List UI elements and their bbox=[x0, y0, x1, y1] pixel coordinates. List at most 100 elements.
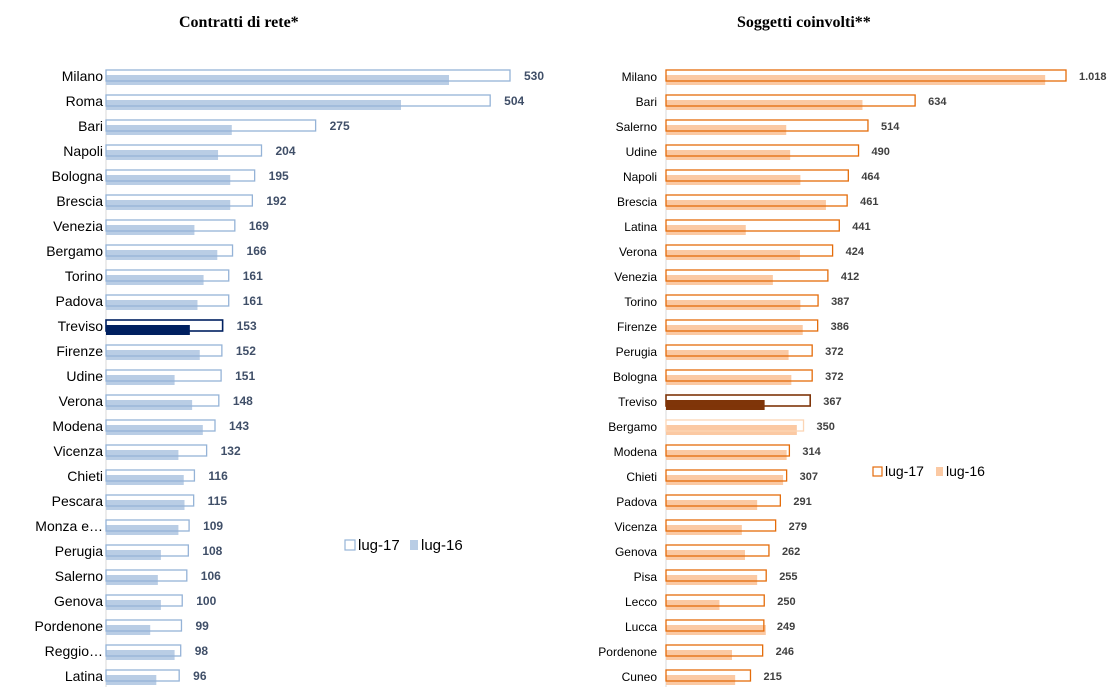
chart1-value-label: 132 bbox=[221, 444, 241, 458]
chart1-bar-lug16 bbox=[106, 475, 184, 485]
chart2-value-label: 424 bbox=[846, 246, 865, 258]
chart2-bar-lug17 bbox=[665, 644, 764, 657]
chart1-bar-lug17 bbox=[105, 269, 230, 282]
chart2-category-label: Genova bbox=[615, 545, 657, 559]
chart2-category-label: Treviso bbox=[618, 395, 657, 409]
chart2-bar-lug16 bbox=[666, 650, 733, 660]
chart2-value-label: 386 bbox=[831, 321, 849, 333]
chart1-value-label: 108 bbox=[202, 544, 222, 558]
chart2-category-label: Salerno bbox=[616, 120, 658, 134]
chart1-bar-lug16 bbox=[106, 75, 450, 85]
chart1-value-label: 161 bbox=[243, 269, 263, 283]
chart1-bar-lug16 bbox=[106, 125, 232, 135]
chart1-bar-lug16 bbox=[106, 650, 175, 660]
chart1-value-label: 148 bbox=[233, 394, 253, 408]
chart2-bar-lug17 bbox=[665, 69, 1067, 82]
chart2-bar-lug17 bbox=[665, 469, 788, 482]
chart1-category-label: Brescia bbox=[56, 193, 103, 209]
chart1-category-label: Pescara bbox=[52, 493, 104, 509]
chart2-bar-lug17 bbox=[665, 519, 777, 532]
chart1-bar-lug17 bbox=[105, 569, 188, 582]
chart2-bar-lug16 bbox=[666, 275, 773, 285]
chart2-value-label: 350 bbox=[817, 421, 835, 433]
chart1-legend-label-lug17: lug-17 bbox=[358, 537, 400, 554]
chart1-bar-lug17 bbox=[105, 494, 195, 507]
chart1-bar-lug17 bbox=[105, 369, 222, 382]
chart2-legend-label-lug17: lug-17 bbox=[885, 463, 924, 479]
chart1-category-label: Latina bbox=[65, 668, 103, 684]
chart2-bar-lug17 bbox=[665, 394, 812, 407]
chart1-bar-lug16 bbox=[106, 300, 198, 310]
chart1-bar-lug17 bbox=[105, 344, 223, 357]
chart1-category-label: Genova bbox=[54, 593, 103, 609]
chart1-value-label: 195 bbox=[269, 169, 289, 183]
chart2-bar-lug16 bbox=[666, 550, 745, 560]
chart1-value-label: 96 bbox=[193, 669, 207, 683]
chart1-bar-lug17 bbox=[105, 394, 220, 407]
chart2-bar-lug17 bbox=[665, 369, 813, 382]
chart2-value-label: 634 bbox=[928, 96, 947, 108]
chart1-bar-lug16 bbox=[106, 275, 204, 285]
chart1-value-label: 275 bbox=[330, 119, 350, 133]
chart2-category-label: Verona bbox=[619, 245, 657, 259]
chart1-category-label: Modena bbox=[52, 418, 103, 434]
chart1-category-label: Monza e… bbox=[35, 518, 103, 534]
chart1-bar-lug17 bbox=[105, 469, 196, 482]
chart2-bar-lug16 bbox=[666, 175, 801, 185]
chart1-value-label: 98 bbox=[195, 644, 209, 658]
chart1-category-label: Verona bbox=[59, 393, 104, 409]
chart-1-title: Contratti di rete* bbox=[179, 14, 299, 31]
chart1-legend-swatch-lug16 bbox=[410, 540, 418, 550]
chart2-category-label: Venezia bbox=[614, 270, 657, 284]
chart2-legend-swatch-lug17 bbox=[872, 466, 883, 477]
chart2-value-label: 367 bbox=[823, 396, 841, 408]
chart1-category-label: Padova bbox=[56, 293, 104, 309]
chart1-category-label: Reggio… bbox=[45, 643, 103, 659]
chart1-category-label: Milano bbox=[62, 68, 103, 84]
chart2-bar-lug17 bbox=[665, 94, 916, 107]
chart2-category-label: Brescia bbox=[617, 195, 657, 209]
chart2-bar-lug16 bbox=[666, 600, 720, 610]
chart1-category-label: Firenze bbox=[56, 343, 103, 359]
chart1-value-label: 504 bbox=[504, 94, 524, 108]
chart1-bar-lug16 bbox=[106, 150, 219, 160]
chart2-bar-lug16 bbox=[666, 225, 746, 235]
chart2-bar-lug16 bbox=[666, 375, 792, 385]
chart1-value-label: 153 bbox=[237, 319, 257, 333]
chart1-value-label: 99 bbox=[195, 619, 209, 633]
chart2-category-label: Lucca bbox=[625, 620, 657, 634]
chart2-category-label: Torino bbox=[624, 295, 657, 309]
chart1-value-label: 106 bbox=[201, 569, 221, 583]
chart1-bar-lug16 bbox=[106, 450, 179, 460]
chart1-category-label: Venezia bbox=[53, 218, 103, 234]
chart1-bar-lug17 bbox=[105, 169, 256, 182]
chart1-bar-lug16 bbox=[106, 425, 203, 435]
chart1-category-label: Roma bbox=[66, 93, 104, 109]
chart1-category-label: Torino bbox=[65, 268, 103, 284]
chart2-bar-lug17 bbox=[665, 494, 781, 507]
chart1-value-label: 530 bbox=[524, 69, 544, 83]
chart2-bar-lug17 bbox=[665, 194, 848, 207]
chart1-category-label: Bologna bbox=[52, 168, 104, 184]
chart2-bar-lug16 bbox=[666, 150, 791, 160]
chart2-bar-lug17 bbox=[665, 119, 869, 132]
chart2-bar-lug16 bbox=[666, 675, 736, 685]
chart1-category-label: Vicenza bbox=[53, 443, 103, 459]
chart1-bar-lug16 bbox=[106, 225, 195, 235]
chart1-bar-lug17 bbox=[105, 519, 190, 532]
chart1-bar-lug16 bbox=[106, 575, 158, 585]
chart2-bar-lug17 bbox=[665, 569, 767, 582]
chart2-bar-lug17 bbox=[665, 219, 840, 232]
chart2-bar-lug16 bbox=[666, 75, 1046, 85]
chart2-category-label: Chieti bbox=[626, 470, 657, 484]
chart2-category-label: Bologna bbox=[613, 370, 657, 384]
chart1-value-label: 204 bbox=[276, 144, 296, 158]
chart1-bar-lug16 bbox=[106, 600, 161, 610]
chart2-bar-lug16 bbox=[666, 300, 801, 310]
chart1-bar-lug16 bbox=[106, 350, 200, 360]
chart1-category-label: Bari bbox=[78, 118, 103, 134]
chart1-value-label: 143 bbox=[229, 419, 249, 433]
chart1-bar-lug16 bbox=[106, 500, 185, 510]
chart2-category-label: Cuneo bbox=[622, 670, 658, 684]
chart2-bar-lug16 bbox=[666, 200, 826, 210]
